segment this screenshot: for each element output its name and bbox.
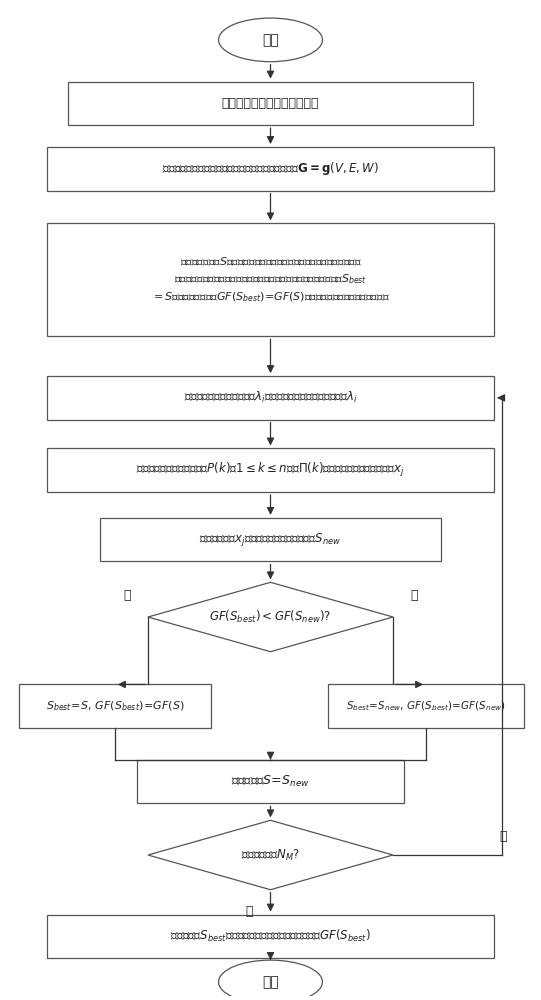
- FancyBboxPatch shape: [100, 518, 441, 561]
- Text: 无条件接受$S\!=\!S_{new}$: 无条件接受$S\!=\!S_{new}$: [231, 774, 310, 789]
- Text: 否: 否: [499, 830, 507, 843]
- Text: $S_{best}\!=\!S,\,GF(S_{best})\!=\!GF(S)$: $S_{best}\!=\!S,\,GF(S_{best})\!=\!GF(S)…: [45, 699, 184, 713]
- FancyBboxPatch shape: [137, 760, 404, 803]
- Text: 是: 是: [246, 905, 253, 918]
- FancyBboxPatch shape: [47, 448, 494, 492]
- Ellipse shape: [219, 18, 322, 62]
- Text: 最大迭代步数$N_M$?: 最大迭代步数$N_M$?: [241, 847, 300, 863]
- FancyBboxPatch shape: [47, 915, 494, 958]
- FancyBboxPatch shape: [19, 684, 211, 728]
- FancyBboxPatch shape: [47, 376, 494, 420]
- Text: 随机产生初始解$S$，即将整个电力网络随机分为两部分，每个部分的节点
数相同，在每部分中由边相连的点组成社区，并初始化设置：最好解$S_{best}$
$= S: 随机产生初始解$S$，即将整个电力网络随机分为两部分，每个部分的节点 数相同，在…: [151, 255, 390, 304]
- Text: $S_{best}\!=\!S_{new},\,GF(S_{best})\!=\!GF(S_{new})$: $S_{best}\!=\!S_{new},\,GF(S_{best})\!=\…: [346, 699, 506, 713]
- Text: 电力网络模型构建：将静态电力网络描述为加权网络$\mathbf{G}\mathbf{=g}$$(V, E, W)$: 电力网络模型构建：将静态电力网络描述为加权网络$\mathbf{G}\mathb…: [162, 160, 379, 177]
- Text: 开始: 开始: [262, 33, 279, 47]
- FancyBboxPatch shape: [328, 684, 524, 728]
- FancyBboxPatch shape: [47, 223, 494, 336]
- Text: 是: 是: [123, 589, 130, 602]
- Text: 依据拓展演化概率分布函数$P(k)$，$1\leq k\leq n$选择$\Pi(k)$，并将其对应的节点标记为$x_j$: 依据拓展演化概率分布函数$P(k)$，$1\leq k\leq n$选择$\Pi…: [136, 461, 405, 479]
- FancyBboxPatch shape: [47, 147, 494, 191]
- FancyBboxPatch shape: [68, 82, 473, 125]
- Text: 否: 否: [411, 589, 418, 602]
- Polygon shape: [148, 582, 393, 652]
- Text: $GF(S_{best})<GF(S_{new})$?: $GF(S_{best})<GF(S_{new})$?: [209, 609, 332, 625]
- Text: 电力网络特征参数的数据采集: 电力网络特征参数的数据采集: [222, 97, 319, 110]
- Text: 结束: 结束: [262, 975, 279, 989]
- Text: 输出最好解$S_{best}$、对应的社团结构数目和全局适应度$GF(S_{best})$: 输出最好解$S_{best}$、对应的社团结构数目和全局适应度$GF(S_{be…: [170, 928, 371, 944]
- Text: 计算各个节点的局部适应度$\lambda_i$，并按照从小到大的顺序的排列$\lambda_i$: 计算各个节点的局部适应度$\lambda_i$，并按照从小到大的顺序的排列$\l…: [183, 390, 358, 405]
- Ellipse shape: [219, 960, 322, 1000]
- Polygon shape: [148, 820, 393, 890]
- Text: 将选择的节点$x_j$移至另一部分中，得到新解$S_{new}$: 将选择的节点$x_j$移至另一部分中，得到新解$S_{new}$: [200, 531, 341, 548]
